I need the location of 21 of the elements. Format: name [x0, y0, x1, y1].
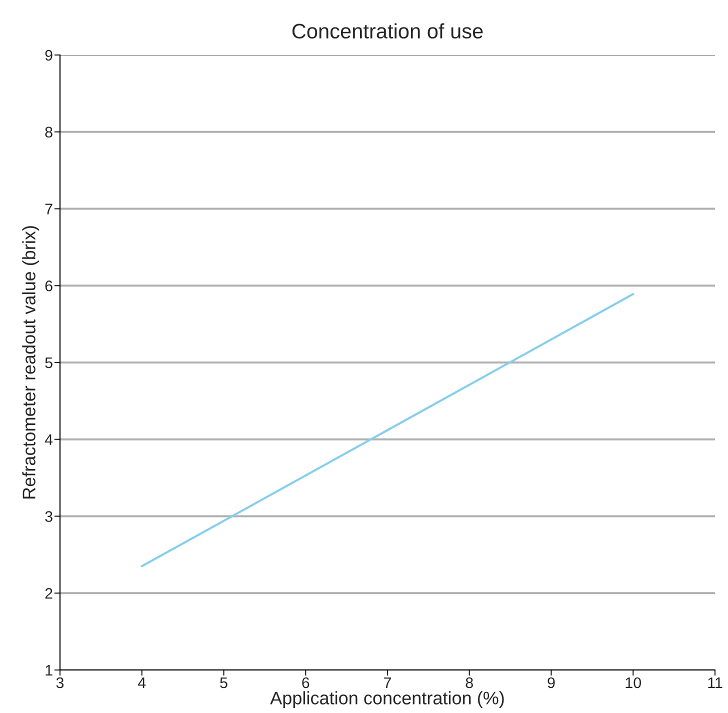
y-tick-label: 9	[45, 50, 52, 61]
x-tick-label: 6	[302, 677, 310, 688]
x-tick-label: 11	[708, 678, 722, 688]
y-tick-label: 2	[45, 588, 52, 599]
y-tick-label: 7	[45, 204, 52, 214]
y-tick-label: 4	[44, 434, 53, 445]
x-axis-title: Application concentration (%)	[270, 691, 504, 708]
y-tick-label: 8	[45, 126, 52, 138]
y-tick-label: 6	[45, 280, 52, 292]
y-axis-title: Refractometer readout value (brix)	[22, 226, 39, 498]
x-tick-label: 3	[56, 677, 64, 688]
y-tick-label: 5	[45, 358, 52, 368]
y-tick-label: 1	[46, 665, 52, 676]
x-tick-label: 7	[384, 678, 391, 688]
x-tick-label: 9	[548, 677, 555, 688]
y-tick-label: 3	[45, 511, 52, 522]
chart-title: Concentration of use	[292, 23, 483, 39]
x-tick-label: 10	[626, 677, 642, 688]
x-tick-label: 4	[138, 678, 146, 688]
x-tick-label: 8	[466, 677, 473, 688]
x-tick-label: 5	[220, 678, 228, 688]
